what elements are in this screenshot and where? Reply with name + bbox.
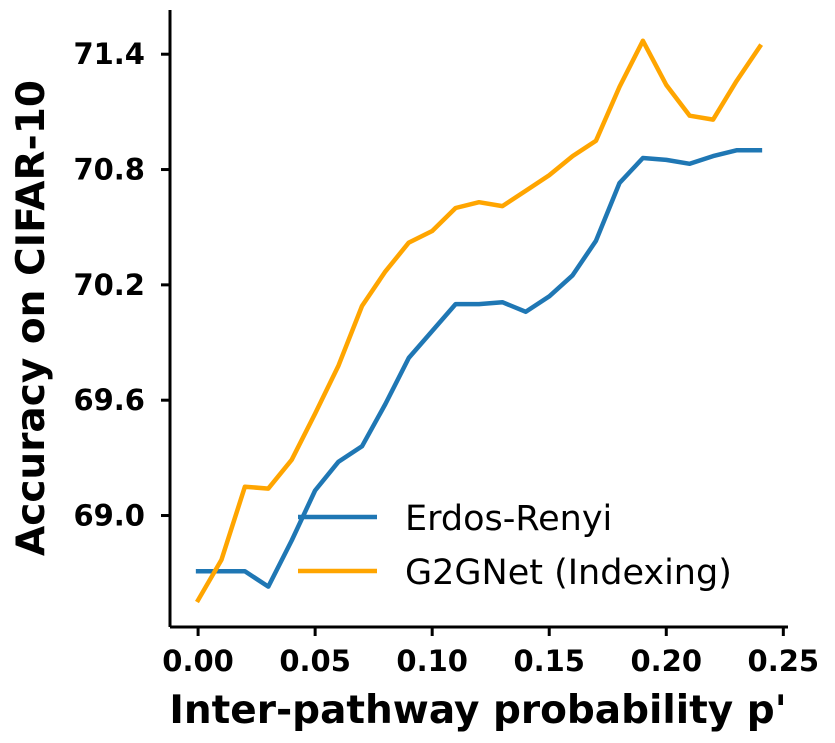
x-tick-label: 0.10 <box>396 644 468 678</box>
legend: Erdos-Renyi G2GNet (Indexing) <box>298 499 732 593</box>
x-tick-label: 0.25 <box>748 644 820 678</box>
x-axis-title: Inter-pathway probability p' <box>169 688 786 733</box>
legend-label-erdos-renyi: Erdos-Renyi <box>405 499 612 539</box>
y-tick-label: 71.4 <box>73 37 145 71</box>
y-tick-label: 69.6 <box>73 383 145 417</box>
x-axis-ticks: 0.00 0.05 0.10 0.15 0.20 0.25 <box>162 627 819 678</box>
x-tick-label: 0.00 <box>162 644 234 678</box>
series-line-erdos-renyi <box>195 148 763 589</box>
y-tick-label: 70.8 <box>73 153 145 187</box>
y-tick-label: 69.0 <box>73 499 145 533</box>
x-tick-label: 0.15 <box>513 644 585 678</box>
legend-label-g2gnet: G2GNet (Indexing) <box>405 553 732 593</box>
series-line-g2gnet <box>195 38 764 604</box>
y-tick-label: 70.2 <box>73 268 145 302</box>
plot-lines <box>195 38 764 604</box>
y-axis-ticks: 69.0 69.6 70.2 70.8 71.4 <box>73 37 170 533</box>
x-tick-label: 0.20 <box>630 644 702 678</box>
x-tick-label: 0.05 <box>279 644 351 678</box>
y-axis-title: Accuracy on CIFAR-10 <box>9 80 54 556</box>
